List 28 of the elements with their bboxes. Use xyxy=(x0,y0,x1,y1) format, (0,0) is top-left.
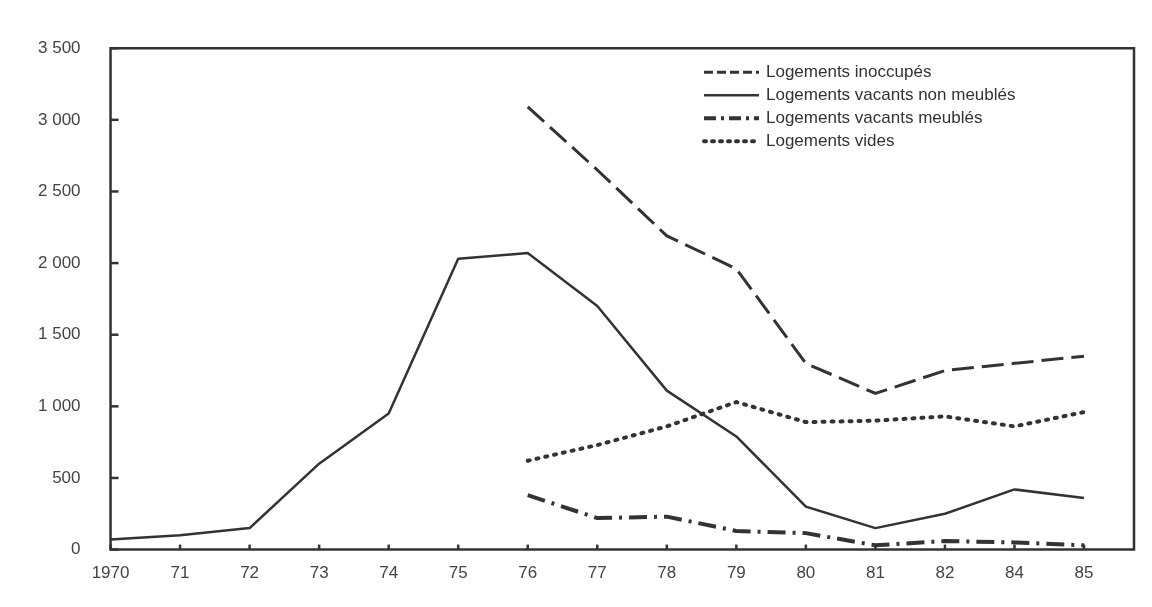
y-tick-label: 500 xyxy=(52,467,81,487)
x-tick-label: 79 xyxy=(726,563,746,583)
x-tick-label: 75 xyxy=(448,563,468,583)
x-tick-label: 78 xyxy=(657,563,677,583)
x-tick-label: 1970 xyxy=(91,563,130,583)
line-series xyxy=(526,105,1086,395)
x-tick-label: 73 xyxy=(309,563,329,583)
y-tick-label: 1 000 xyxy=(37,396,81,416)
x-tick-label: 80 xyxy=(796,563,816,583)
x-tick-label: 71 xyxy=(170,563,190,583)
legend-label: Logements vacants non meublés xyxy=(766,84,1016,104)
x-tick-label: 84 xyxy=(1005,563,1024,583)
legend-label: Logements vides xyxy=(766,130,895,150)
y-tick-label: 1 500 xyxy=(37,324,81,344)
y-tick-label: 3 000 xyxy=(37,109,81,129)
x-tick-label: 72 xyxy=(240,563,260,583)
x-tick-label: 85 xyxy=(1074,563,1094,583)
y-tick-label: 2 500 xyxy=(37,181,81,201)
x-tick-label: 74 xyxy=(379,563,399,583)
x-tick-label: 82 xyxy=(935,563,955,583)
y-tick-label: 0 xyxy=(71,539,81,559)
x-tick-label: 77 xyxy=(587,563,607,583)
legend-label: Logements inoccupés xyxy=(766,61,932,81)
x-tick-label: 81 xyxy=(865,563,885,583)
y-tick-label: 2 000 xyxy=(37,252,81,272)
y-tick-label: 3 500 xyxy=(37,37,81,57)
x-tick-label: 76 xyxy=(518,563,538,583)
legend-label: Logements vacants meublés xyxy=(766,107,983,127)
